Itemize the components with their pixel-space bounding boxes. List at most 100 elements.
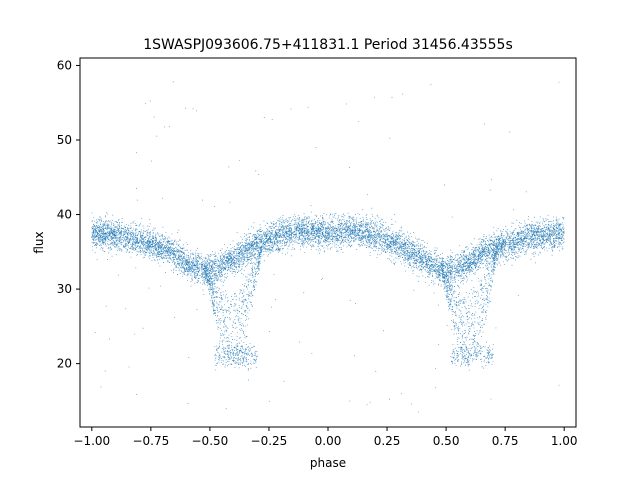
- data-point: [277, 237, 279, 238]
- data-point: [108, 228, 110, 230]
- data-point: [455, 279, 457, 281]
- data-point: [463, 277, 465, 279]
- data-point: [365, 216, 367, 218]
- data-point: [491, 249, 493, 251]
- data-point: [259, 230, 261, 232]
- data-point: [258, 237, 260, 239]
- data-point: [508, 254, 510, 255]
- data-point: [489, 243, 491, 244]
- data-point: [468, 254, 470, 256]
- data-point: [157, 247, 159, 248]
- data-point: [376, 239, 378, 240]
- data-point: [343, 229, 345, 231]
- data-point: [367, 234, 369, 236]
- data-point: [239, 260, 241, 262]
- data-point: [272, 230, 274, 231]
- data-point: [303, 234, 305, 236]
- data-point: [367, 246, 369, 248]
- data-point: [115, 244, 117, 246]
- data-point: [253, 250, 255, 252]
- data-point: [142, 235, 144, 237]
- data-point: [305, 221, 307, 223]
- data-point: [477, 250, 479, 252]
- data-point: [264, 246, 265, 248]
- data-point: [253, 249, 255, 251]
- data-point: [536, 238, 538, 240]
- data-point: [105, 242, 107, 244]
- data-point: [461, 280, 463, 281]
- data-point: [505, 257, 506, 259]
- data-point: [144, 246, 146, 248]
- data-point: [255, 253, 257, 255]
- data-point: [537, 236, 539, 237]
- data-point: [372, 248, 374, 250]
- data-point: [443, 280, 445, 282]
- data-point: [562, 231, 564, 233]
- data-point: [231, 271, 233, 273]
- data-point: [454, 268, 456, 270]
- data-point: [502, 239, 504, 241]
- data-point: [500, 240, 502, 242]
- data-point: [503, 229, 504, 230]
- data-point: [214, 277, 216, 279]
- data-point: [302, 228, 304, 230]
- data-point: [238, 269, 240, 271]
- data-point: [339, 223, 341, 225]
- data-point: [301, 220, 303, 222]
- data-point: [497, 259, 499, 260]
- data-point: [228, 262, 230, 264]
- data-point: [296, 217, 298, 219]
- data-point: [460, 274, 462, 276]
- data-point: [331, 231, 333, 233]
- data-point: [478, 244, 480, 246]
- data-point: [125, 244, 127, 246]
- data-point: [460, 259, 461, 261]
- data-point: [316, 238, 318, 240]
- data-point: [237, 263, 239, 265]
- data-point: [505, 230, 507, 232]
- data-point: [538, 225, 540, 227]
- data-point: [204, 282, 206, 284]
- data-point: [118, 228, 119, 230]
- data-point: [461, 268, 463, 270]
- data-point: [327, 221, 329, 223]
- data-point: [508, 251, 509, 253]
- data-point: [370, 222, 371, 224]
- data-point: [194, 277, 195, 279]
- data-point: [212, 254, 214, 256]
- data-point: [195, 252, 196, 254]
- data-point: [266, 229, 268, 231]
- data-point: [470, 243, 472, 245]
- data-point: [434, 264, 436, 266]
- data-point: [396, 246, 398, 248]
- data-point: [298, 234, 300, 236]
- data-point: [410, 248, 412, 250]
- data-point: [269, 232, 271, 234]
- data-point: [423, 246, 425, 248]
- data-point: [338, 220, 340, 222]
- data-point: [189, 258, 191, 260]
- data-point: [195, 254, 197, 256]
- data-point: [246, 246, 248, 248]
- data-point: [202, 289, 204, 291]
- data-point: [300, 222, 302, 224]
- data-point: [533, 228, 535, 229]
- data-point: [482, 245, 484, 247]
- data-point: [351, 227, 353, 229]
- data-point: [267, 255, 269, 257]
- data-point: [204, 270, 205, 272]
- data-point: [310, 233, 312, 235]
- data-point: [303, 244, 305, 246]
- data-point: [476, 251, 478, 253]
- data-point: [196, 279, 198, 281]
- data-point: [366, 242, 367, 244]
- data-point: [427, 258, 429, 259]
- data-point: [334, 213, 336, 215]
- data-point: [112, 243, 114, 245]
- data-point: [384, 228, 386, 230]
- data-point: [240, 241, 242, 243]
- data-point: [163, 257, 165, 259]
- data-point: [419, 269, 421, 271]
- data-point: [551, 242, 553, 244]
- data-point: [270, 242, 272, 243]
